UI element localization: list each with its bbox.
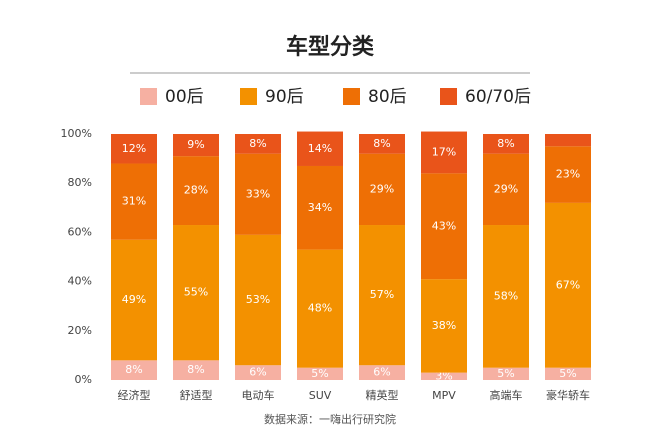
- y-tick-label: 100%: [61, 127, 92, 140]
- bar-segment: [235, 365, 281, 380]
- legend-label: 90后: [265, 87, 304, 107]
- value-label: 57%: [370, 288, 394, 301]
- y-tick-label: 60%: [68, 225, 92, 238]
- bar-segment: [421, 279, 467, 373]
- bar-segment: [359, 225, 405, 366]
- legend-swatch: [440, 88, 457, 105]
- value-label: 67%: [556, 278, 580, 291]
- x-tick-label: SUV: [309, 389, 332, 402]
- value-label: 8%: [125, 363, 142, 376]
- bar-segment: [545, 134, 591, 147]
- y-tick-label: 80%: [68, 176, 92, 189]
- bar-segment: [111, 360, 157, 380]
- source-note: 数据来源：一嗨出行研究院: [264, 412, 396, 426]
- value-label: 6%: [249, 366, 266, 379]
- bar-segment: [359, 134, 405, 154]
- bar-segment: [297, 131, 343, 166]
- value-label: 33%: [246, 187, 270, 200]
- bar-segment: [173, 360, 219, 380]
- bar-segment: [235, 134, 281, 154]
- legend-label: 00后: [165, 87, 204, 107]
- y-tick-label: 20%: [68, 324, 92, 337]
- bar-segment: [359, 153, 405, 226]
- value-label: 5%: [311, 367, 328, 380]
- bar-segment: [173, 134, 219, 157]
- bar-segment: [483, 134, 529, 154]
- bar-segment: [359, 365, 405, 380]
- legend-label: 80后: [368, 87, 407, 107]
- value-label: 43%: [432, 219, 456, 232]
- legend-swatch: [140, 88, 157, 105]
- value-label: 53%: [246, 293, 270, 306]
- x-tick-label: 舒适型: [180, 388, 213, 402]
- x-tick-label: 电动车: [242, 388, 275, 402]
- x-tick-label: MPV: [432, 389, 456, 402]
- bar-segment: [173, 156, 219, 226]
- bar-segment: [421, 372, 467, 380]
- value-label: 5%: [559, 367, 576, 380]
- value-label: 38%: [432, 319, 456, 332]
- bar-segment: [545, 202, 591, 368]
- value-label: 8%: [497, 137, 514, 150]
- value-label: 14%: [308, 142, 332, 155]
- bar-segment: [111, 239, 157, 361]
- bar-segment: [235, 234, 281, 366]
- chart-title: 车型分类: [286, 34, 375, 60]
- x-tick-label: 豪华轿车: [546, 388, 590, 402]
- legend-swatch: [343, 88, 360, 105]
- value-label: 29%: [494, 182, 518, 195]
- bar-segment: [545, 367, 591, 380]
- bar-segment: [483, 225, 529, 368]
- value-label: 49%: [122, 293, 146, 306]
- value-label: 9%: [187, 138, 204, 151]
- y-tick-label: 40%: [68, 275, 92, 288]
- bar-segment: [421, 173, 467, 280]
- value-label: 12%: [122, 142, 146, 155]
- legend-swatch: [240, 88, 257, 105]
- value-label: 5%: [497, 367, 514, 380]
- bar-segment: [297, 165, 343, 250]
- value-label: 8%: [373, 137, 390, 150]
- x-tick-label: 精英型: [366, 388, 399, 402]
- value-label: 31%: [122, 195, 146, 208]
- value-label: 34%: [308, 201, 332, 214]
- bar-segment: [297, 367, 343, 380]
- y-tick-label: 0%: [75, 373, 92, 386]
- value-label: 8%: [249, 137, 266, 150]
- bar-segment: [111, 134, 157, 164]
- bar-segment: [111, 163, 157, 240]
- value-label: 58%: [494, 289, 518, 302]
- value-label: 48%: [308, 302, 332, 315]
- x-tick-label: 高端车: [490, 388, 523, 402]
- value-label: 23%: [556, 168, 580, 181]
- bar-segment: [173, 225, 219, 361]
- legend-label: 60/70后: [465, 87, 531, 107]
- bar-segment: [545, 146, 591, 203]
- value-label: 8%: [187, 363, 204, 376]
- value-label: 28%: [184, 184, 208, 197]
- bar-segment: [421, 131, 467, 174]
- value-label: 6%: [373, 366, 390, 379]
- bar-segment: [235, 153, 281, 235]
- bar-segment: [483, 367, 529, 380]
- value-label: 55%: [184, 286, 208, 299]
- bar-segment: [297, 249, 343, 368]
- value-label: 17%: [432, 145, 456, 158]
- value-label: 29%: [370, 182, 394, 195]
- x-tick-label: 经济型: [118, 388, 151, 402]
- bar-segment: [483, 153, 529, 226]
